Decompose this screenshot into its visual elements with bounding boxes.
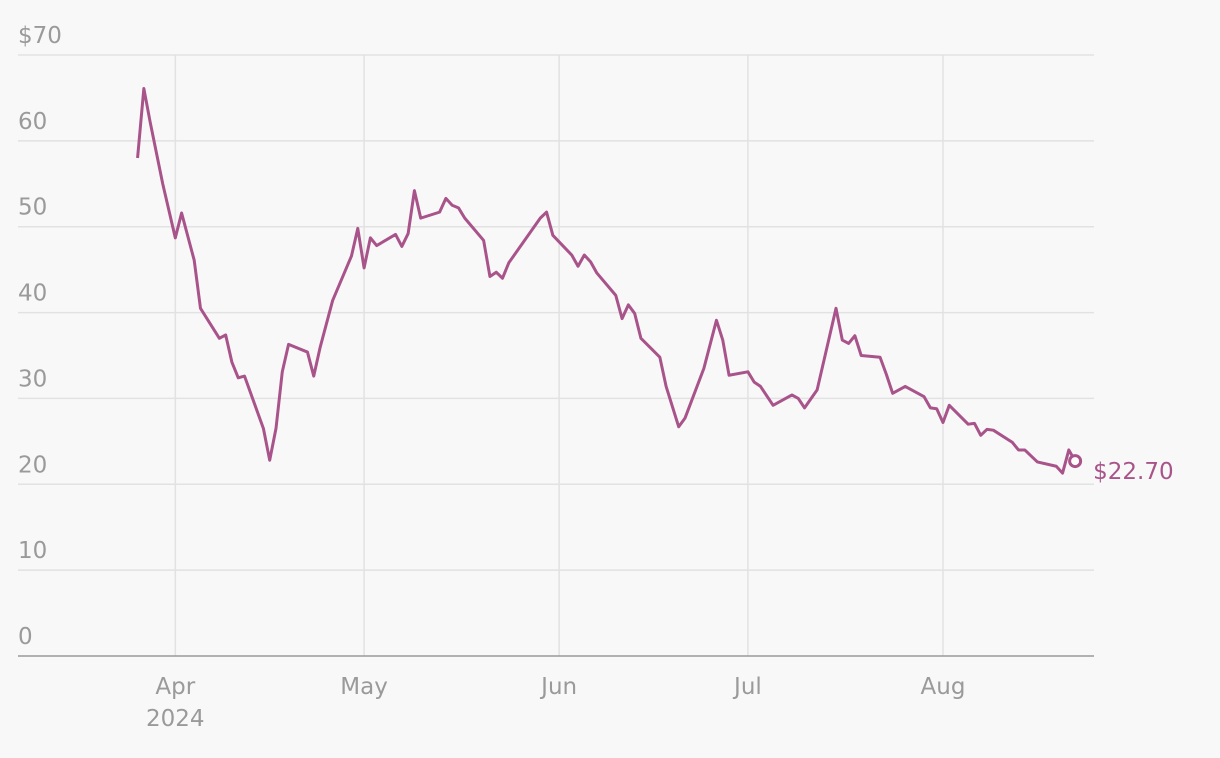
- y-tick-label: 40: [18, 281, 47, 307]
- y-tick-label: $70: [18, 23, 62, 49]
- x-tick-label: Aug: [921, 674, 966, 700]
- x-tick-label: Apr: [155, 674, 195, 700]
- y-tick-label: 30: [18, 366, 47, 392]
- line: [136, 86, 1077, 475]
- x-tick-label: May: [340, 674, 388, 700]
- x-year-label: 2024: [146, 706, 205, 732]
- y-tick-label: 60: [18, 109, 47, 135]
- y-tick-label: 20: [18, 452, 47, 478]
- value-label: $22.70: [1093, 459, 1173, 485]
- y-tick-label: 50: [18, 195, 47, 221]
- y-tick-label: 10: [18, 538, 47, 564]
- end-marker: [1068, 454, 1083, 469]
- x-tick-label: Jul: [732, 674, 762, 700]
- y-tick-label: 0: [18, 624, 33, 650]
- x-tick-label: Jun: [539, 674, 577, 700]
